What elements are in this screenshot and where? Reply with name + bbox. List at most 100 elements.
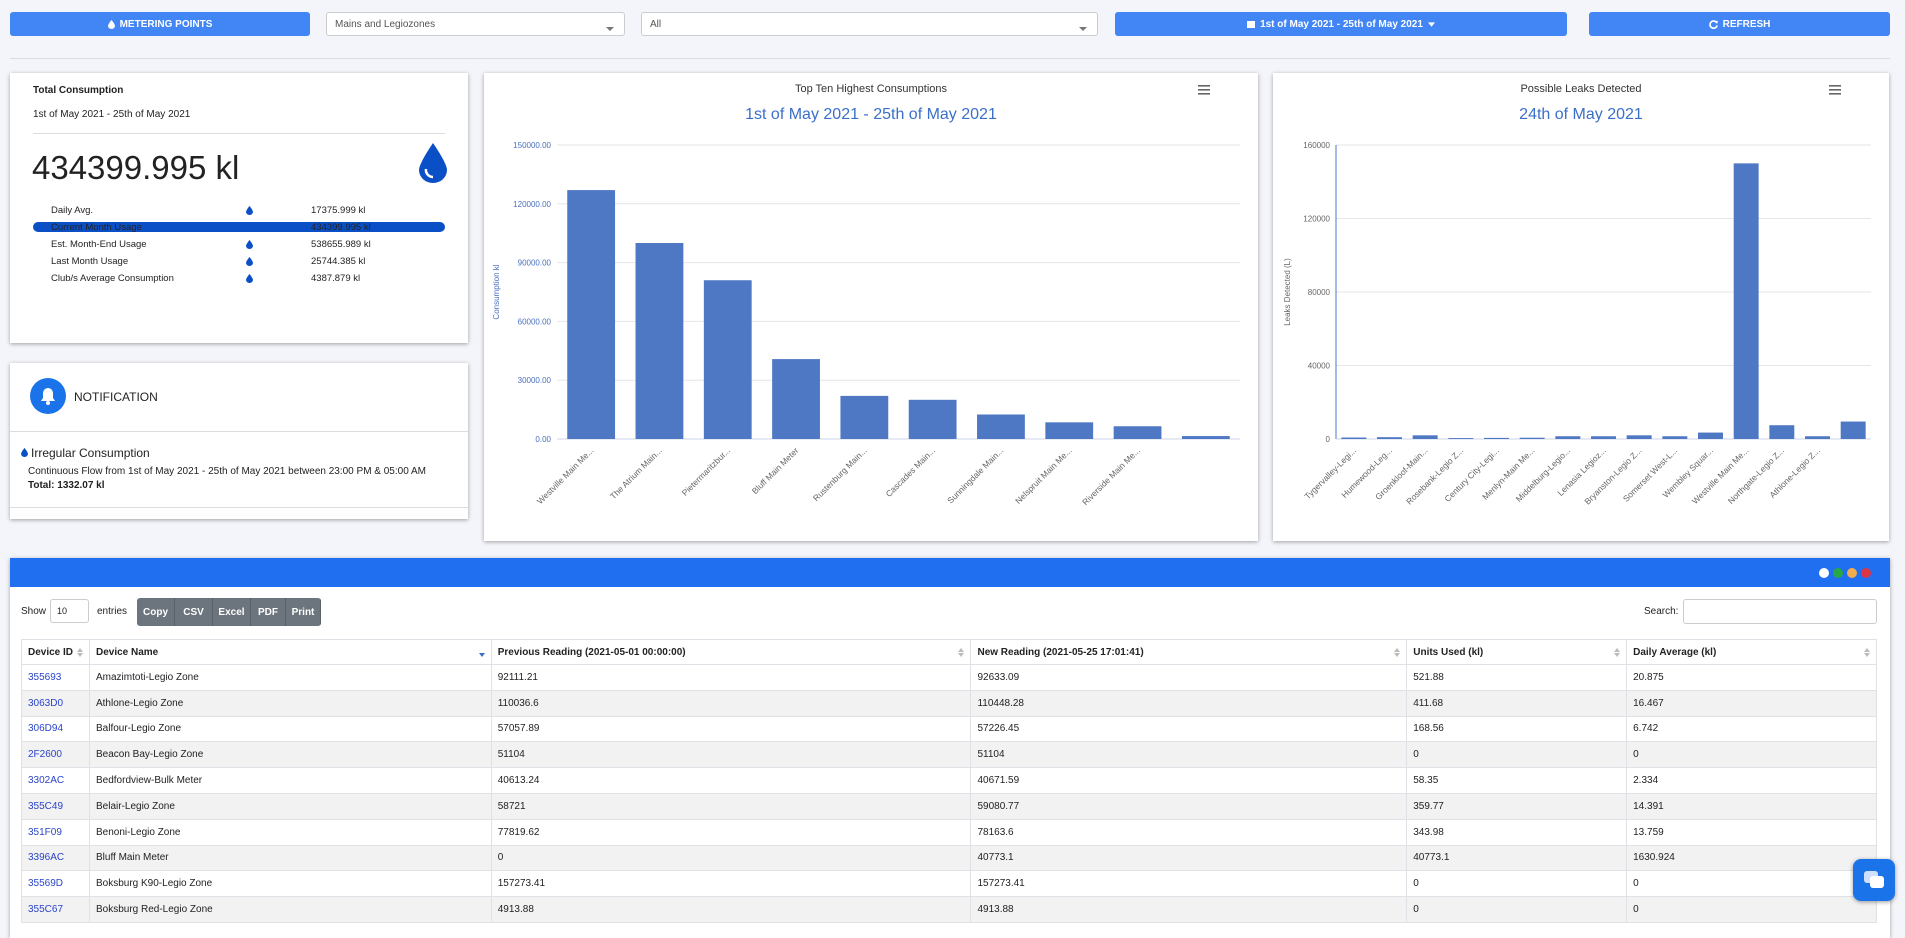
device-id-link[interactable]: 3302AC <box>21 767 90 794</box>
device-id-link[interactable]: 35569D <box>21 870 90 898</box>
table-cell: 51104 <box>970 741 1408 769</box>
drop-shape <box>246 274 253 283</box>
y-tick-label: 30000.00 <box>518 376 552 385</box>
table-row: 3302AC Bedfordview-Bulk Meter 40613.24 4067… <box>21 767 1877 794</box>
device-id-link[interactable]: 355C67 <box>21 896 90 923</box>
table-row: 355C67 Boksburg Red-Legio Zone 4913.88 4913… <box>21 896 1877 923</box>
table-cell: Belair-Legio Zone <box>88 792 492 820</box>
device-id-link[interactable]: 306D94 <box>21 715 90 743</box>
table-cell: 59080.77 <box>970 792 1408 820</box>
export-button[interactable]: Copy <box>137 598 175 626</box>
sort-arrow <box>76 653 83 657</box>
filter-select[interactable]: All <box>641 12 1098 36</box>
data-table: Device ID Device Name Previous Reading (20… <box>21 639 1877 923</box>
drop-icon <box>246 223 253 232</box>
show-label: Show <box>21 606 47 617</box>
export-button[interactable]: Print <box>286 598 321 626</box>
zone-select[interactable]: Mains and Legiozones <box>326 12 625 36</box>
sort-icon <box>478 653 485 657</box>
table-cell: 92633.09 <box>970 664 1408 691</box>
search-input[interactable] <box>1683 599 1877 624</box>
table-cell: Balfour-Legio Zone <box>88 715 492 743</box>
drop-shape <box>246 223 253 232</box>
device-id-link[interactable]: 3396AC <box>21 844 90 872</box>
y-tick-label: 80000 <box>1308 288 1331 297</box>
sort-icon <box>958 648 965 657</box>
metering-button[interactable]: METERING POINTS <box>10 12 310 36</box>
column-header[interactable]: Device ID <box>21 639 90 665</box>
device-id-link[interactable]: 355693 <box>21 664 90 691</box>
export-button[interactable]: Excel <box>213 598 251 626</box>
bar <box>1484 437 1509 439</box>
table-cell: Athlone-Legio Zone <box>88 689 492 717</box>
panel-controls[interactable] <box>1818 567 1882 579</box>
export-button[interactable]: PDF <box>251 598 286 626</box>
column-header[interactable]: Daily Average (kl) <box>1626 639 1877 665</box>
button-label: REFRESH <box>1722 18 1771 30</box>
notification-heading: Irregular Consumption <box>31 446 150 460</box>
chart-title: Possible Leaks Detected <box>1520 83 1641 95</box>
bar <box>1769 425 1795 439</box>
device-id-link[interactable]: 351F09 <box>21 818 90 846</box>
button-label: METERING POINTS <box>119 18 213 30</box>
menu-icon <box>1198 85 1210 87</box>
chart: Possible Leaks Detected 24th of May 2021 L… <box>1283 83 1871 507</box>
table-cell: 343.98 <box>1406 818 1628 846</box>
device-id-link[interactable]: 3063D0 <box>21 689 90 717</box>
sort-icon <box>1614 648 1621 657</box>
table-cell: 110036.6 <box>490 689 972 717</box>
separator <box>33 133 445 134</box>
table-cell: 40773.1 <box>970 844 1408 872</box>
card-title: Total Consumption <box>33 85 124 96</box>
separator <box>10 431 468 432</box>
table-cell: 1630.924 <box>1626 844 1877 872</box>
x-tick-label: Cascades Main... <box>884 445 938 499</box>
stat-value: 17375.999 kl <box>311 205 366 216</box>
bar <box>635 243 684 439</box>
bar <box>1412 435 1438 439</box>
table-cell: 20.875 <box>1626 664 1877 691</box>
summary-card: Total Consumption 1st of May 2021 - 25th… <box>10 73 468 343</box>
column-header[interactable]: New Reading (2021-05-25 17:01:41) <box>970 639 1408 665</box>
bar <box>1555 436 1581 439</box>
device-id-link[interactable]: 2F2600 <box>21 741 90 769</box>
bar <box>1626 435 1652 439</box>
select-value: Mains and Legiozones <box>335 18 436 30</box>
table-cell: 0 <box>1626 896 1877 923</box>
select-value: All <box>650 18 662 30</box>
refresh-button[interactable]: REFRESH <box>1589 12 1890 36</box>
export-button[interactable]: CSV <box>175 598 213 626</box>
sort-arrow <box>478 653 485 657</box>
column-header[interactable]: Previous Reading (2021-05-01 00:00:00) <box>490 639 972 665</box>
table-cell: 40671.59 <box>970 767 1408 794</box>
y-tick-label: 40000 <box>1308 362 1331 371</box>
device-id-link[interactable]: 355C49 <box>21 792 90 820</box>
bar <box>1519 437 1545 439</box>
table-row: 2F2600 Beacon Bay-Legio Zone 51104 51104 0 0 <box>21 741 1877 769</box>
y-axis-label: Consumption kl <box>492 264 501 319</box>
bar <box>772 359 820 439</box>
notification-title: NOTIFICATION <box>74 390 158 404</box>
table-cell: 77819.62 <box>490 818 972 846</box>
table-cell: Boksburg Red-Legio Zone <box>88 896 492 923</box>
sort-arrow <box>1614 653 1621 657</box>
y-tick-label: 120000 <box>1303 215 1330 224</box>
table-row: 355693 Amazimtoti-Legio Zone 92111.21 92633… <box>21 664 1877 691</box>
table-cell: 0 <box>1626 741 1877 769</box>
x-tick-label: Rustenburg Main... <box>811 445 869 503</box>
date-button[interactable]: 1st of May 2021 - 25th of May 2021 <box>1115 12 1567 36</box>
table-cell: 16.467 <box>1626 689 1877 717</box>
table-cell: Benoni-Legio Zone <box>88 818 492 846</box>
drop-icon <box>246 274 253 283</box>
column-header[interactable]: Units Used (kl) <box>1406 639 1628 665</box>
menu-icon <box>1198 93 1210 95</box>
page-size-select[interactable]: 10 <box>50 599 89 623</box>
bar <box>1341 437 1367 439</box>
bar <box>1045 422 1094 439</box>
stat-label: Daily Avg. <box>51 205 94 216</box>
y-tick-label: 90000.00 <box>518 259 552 268</box>
drop-icon <box>246 257 253 266</box>
column-header[interactable]: Device Name <box>88 639 492 665</box>
chat-button[interactable] <box>1853 859 1895 901</box>
table-cell: 0 <box>1406 896 1628 923</box>
